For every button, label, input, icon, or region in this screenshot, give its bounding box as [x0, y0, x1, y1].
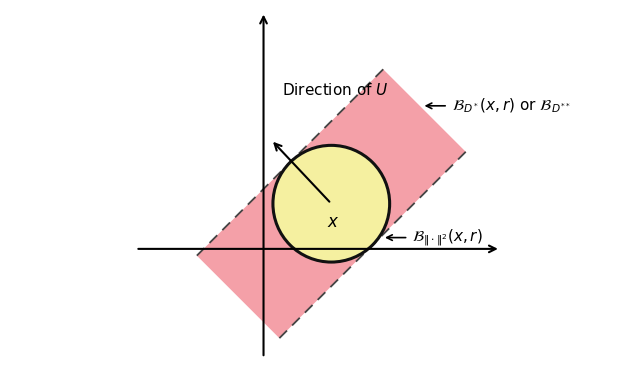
Text: $\mathcal{B}_{\|\cdot\|^2}(x,r)$: $\mathcal{B}_{\|\cdot\|^2}(x,r)$ — [412, 227, 483, 248]
Text: $x$: $x$ — [327, 213, 339, 231]
Polygon shape — [197, 69, 466, 338]
Text: $\mathcal{B}_{D^*}(x,r)$ or $\mathcal{B}_{D^{**}}$: $\mathcal{B}_{D^*}(x,r)$ or $\mathcal{B}… — [452, 97, 571, 115]
Text: Direction of $U$: Direction of $U$ — [282, 82, 389, 98]
Polygon shape — [273, 145, 390, 262]
